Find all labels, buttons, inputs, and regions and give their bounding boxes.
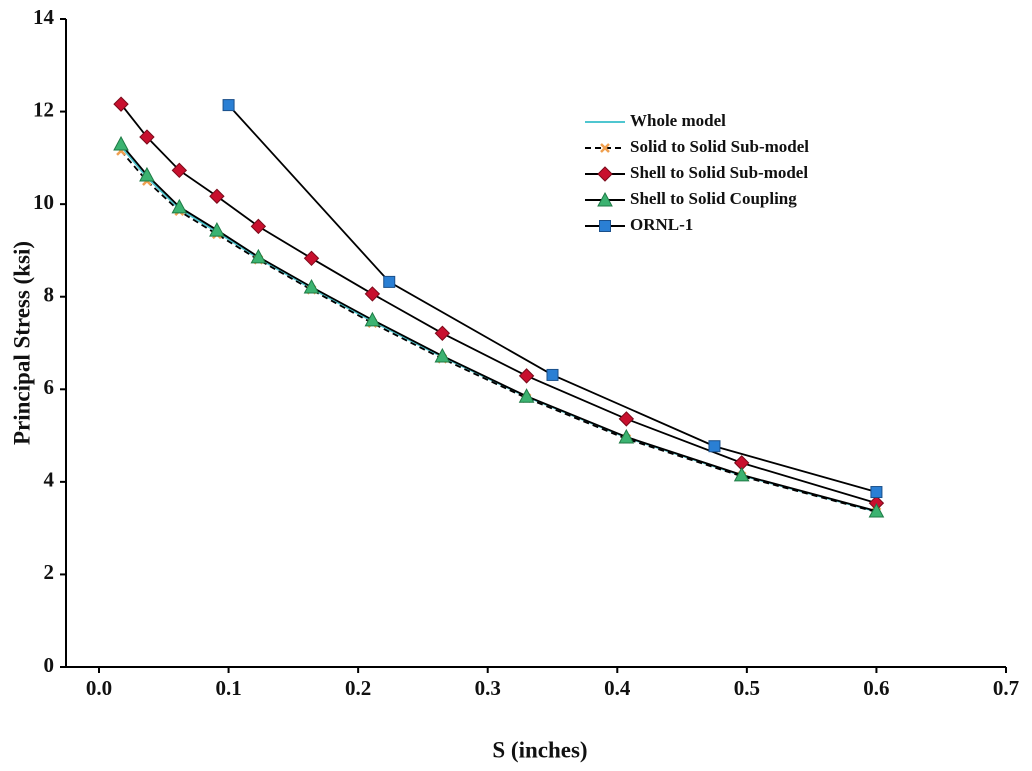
- y-tick-label: 12: [33, 97, 54, 121]
- y-tick-label: 2: [44, 560, 55, 584]
- y-axis-label: Principal Stress (ksi): [9, 241, 34, 445]
- x-tick-label: 0.2: [345, 676, 371, 700]
- y-tick-label: 4: [44, 468, 55, 492]
- marker: [139, 129, 155, 145]
- marker: [434, 325, 451, 341]
- marker: [546, 368, 559, 381]
- marker: [139, 166, 155, 182]
- legend-label: Shell to Solid Coupling: [630, 189, 797, 208]
- marker: [113, 135, 129, 151]
- marker: [868, 502, 885, 518]
- marker: [733, 466, 750, 482]
- marker: [250, 248, 267, 264]
- marker: [870, 486, 883, 499]
- marker: [434, 347, 451, 363]
- marker: [618, 411, 635, 427]
- y-tick-label: 6: [44, 375, 55, 399]
- marker: [364, 286, 381, 302]
- legend-label: Whole model: [630, 111, 726, 130]
- y-tick-label: 10: [33, 190, 54, 214]
- x-tick-label: 0.5: [734, 676, 760, 700]
- marker: [599, 220, 611, 232]
- x-tick-label: 0.4: [604, 676, 631, 700]
- series-line: [120, 103, 877, 505]
- marker: [209, 188, 225, 204]
- marker: [303, 250, 320, 267]
- marker: [597, 191, 613, 207]
- marker: [708, 440, 721, 453]
- marker: [618, 428, 635, 444]
- marker: [171, 198, 188, 214]
- y-tick-label: 0: [44, 653, 55, 677]
- marker: [600, 143, 610, 153]
- marker: [383, 275, 396, 288]
- series-line: [120, 150, 877, 513]
- marker: [209, 222, 225, 237]
- legend-label: Shell to Solid Sub-model: [630, 163, 808, 182]
- x-tick-label: 0.1: [215, 676, 241, 700]
- x-tick-label: 0.3: [475, 676, 501, 700]
- marker: [222, 99, 235, 112]
- y-tick-label: 8: [44, 283, 55, 307]
- marker: [250, 218, 267, 235]
- legend-label: Solid to Solid Sub-model: [630, 137, 809, 156]
- x-tick-label: 0.6: [863, 676, 889, 700]
- x-tick-label: 0.7: [993, 676, 1019, 700]
- marker: [113, 96, 129, 112]
- marker: [518, 388, 535, 403]
- marker: [597, 166, 613, 182]
- legend-label: ORNL-1: [630, 215, 693, 234]
- marker: [303, 278, 320, 294]
- x-tick-label: 0.0: [86, 676, 112, 700]
- marker: [364, 311, 381, 327]
- y-tick-label: 14: [33, 5, 55, 29]
- x-axis-label: S (inches): [492, 737, 587, 762]
- marker: [171, 162, 188, 179]
- series-line: [120, 143, 877, 512]
- marker: [518, 368, 535, 384]
